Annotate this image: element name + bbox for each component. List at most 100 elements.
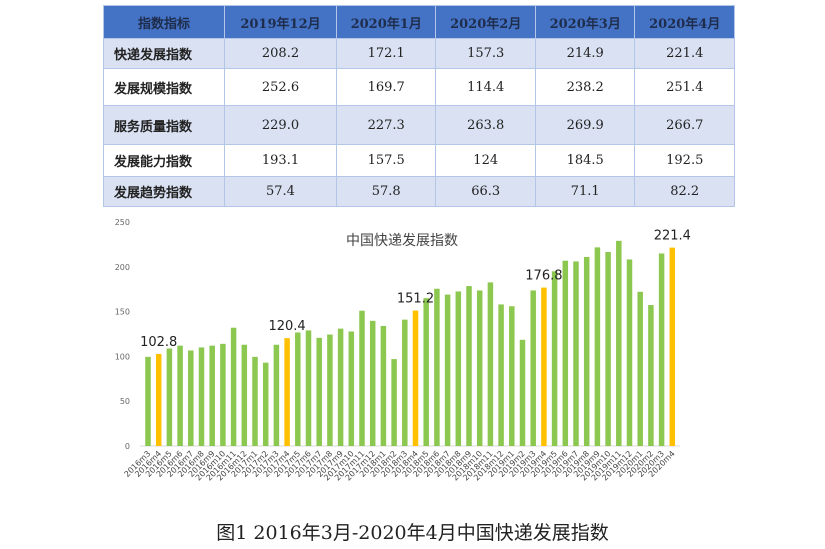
bar (316, 337, 322, 446)
index-table: 指数指标 2019年12月 2020年1月 2020年2月 2020年3月 2020年4月… (103, 5, 735, 207)
table-cell: 124 (435, 144, 536, 177)
table-row: 服务质量指数 229.0 227.3 263.8 269.9 266.7 (103, 105, 735, 145)
y-tick-label: 250 (115, 218, 130, 227)
y-tick-label: 50 (120, 397, 130, 406)
data-label: 120.4 (268, 319, 305, 334)
table-cell: 214.9 (534, 38, 636, 69)
row-label: 发展能力指数 (103, 144, 225, 177)
data-label: 176.8 (525, 269, 562, 284)
bar (648, 305, 654, 446)
table-row: 发展趋势指数 57.4 57.8 66.3 71.1 82.2 (103, 176, 735, 207)
bar (284, 338, 290, 446)
bar (562, 260, 569, 446)
bar (541, 287, 547, 446)
table-cell: 66.3 (435, 176, 536, 207)
y-tick-label: 100 (115, 352, 130, 361)
column-header: 2019年12月 (224, 5, 337, 39)
data-label: 102.8 (140, 335, 177, 350)
bar (616, 240, 622, 446)
bar (423, 298, 429, 446)
table-cell: 57.8 (335, 176, 437, 207)
row-label: 快递发展指数 (103, 38, 225, 69)
table-row: 发展规模指数 252.6 169.7 114.4 238.2 251.4 (103, 68, 735, 106)
table-row: 发展能力指数 193.1 157.5 124 184.5 192.5 (103, 144, 735, 177)
bar (509, 306, 515, 446)
bar (402, 319, 408, 446)
table-cell: 238.2 (534, 68, 636, 106)
bar (230, 327, 237, 446)
table-cell: 169.7 (335, 68, 437, 106)
figure-caption: 图1 2016年3月-2020年4月中国快递发展指数 (216, 522, 609, 544)
table-cell: 114.4 (435, 68, 536, 106)
bar (337, 328, 344, 446)
bar (252, 356, 258, 446)
bar (166, 348, 173, 446)
table-cell: 251.4 (634, 68, 735, 106)
table-cell: 184.5 (534, 144, 636, 177)
table-cell: 269.9 (534, 105, 636, 145)
bar (476, 290, 483, 446)
row-label: 服务质量指数 (103, 105, 225, 145)
bar (220, 343, 226, 446)
data-label: 221.4 (654, 229, 691, 244)
column-header: 2020年1月 (335, 5, 437, 39)
bar (241, 344, 248, 446)
table-cell: 208.2 (224, 38, 337, 69)
table-cell: 172.1 (335, 38, 437, 69)
bar (209, 345, 215, 446)
table-cell: 71.1 (534, 176, 636, 207)
bar (295, 332, 301, 446)
table-row: 快递发展指数 208.2 172.1 157.3 214.9 221.4 (103, 38, 735, 69)
bar (305, 330, 312, 446)
bar (434, 288, 440, 446)
table-cell: 193.1 (224, 144, 337, 177)
bar (155, 353, 162, 446)
bar (177, 345, 183, 446)
bar (594, 247, 601, 446)
express-index-bar-chart: 050100150200250中国快递发展指数2016m32016m42016m… (115, 218, 691, 483)
y-tick-label: 200 (115, 263, 130, 272)
column-header: 2020年4月 (634, 5, 735, 39)
table-cell: 252.6 (224, 68, 337, 106)
table-cell: 82.2 (634, 176, 735, 207)
bar (273, 344, 280, 446)
table-cell: 221.4 (634, 38, 735, 69)
column-header: 指数指标 (103, 5, 225, 39)
bar (605, 252, 611, 446)
table-cell: 157.3 (435, 38, 536, 69)
bar (348, 331, 355, 446)
bar (519, 339, 526, 446)
bar (658, 253, 665, 446)
table-cell: 263.8 (435, 105, 536, 145)
bar (412, 310, 419, 446)
bar (327, 334, 333, 446)
bar (551, 271, 558, 446)
bar (669, 247, 676, 446)
bar (466, 286, 472, 446)
table-cell: 157.5 (335, 144, 437, 177)
bar (583, 256, 590, 446)
bar (198, 347, 205, 446)
bar (626, 259, 633, 446)
column-header: 2020年3月 (534, 5, 636, 39)
bar (188, 350, 194, 446)
bar (369, 320, 376, 446)
bar (444, 294, 451, 446)
bar (391, 359, 397, 446)
row-label: 发展趋势指数 (103, 176, 225, 207)
bar (487, 282, 494, 446)
chart-title: 中国快递发展指数 (346, 233, 458, 249)
bar (498, 304, 504, 446)
bar (455, 291, 462, 446)
table-cell: 227.3 (335, 105, 437, 145)
data-label: 151.2 (397, 292, 434, 307)
table-cell: 57.4 (224, 176, 337, 207)
bar (380, 325, 387, 446)
bar (637, 291, 643, 446)
y-tick-label: 150 (115, 308, 130, 317)
table-cell: 192.5 (634, 144, 735, 177)
row-label: 发展规模指数 (103, 68, 225, 106)
column-header: 2020年2月 (435, 5, 536, 39)
bar (530, 290, 536, 446)
bar (145, 356, 151, 446)
